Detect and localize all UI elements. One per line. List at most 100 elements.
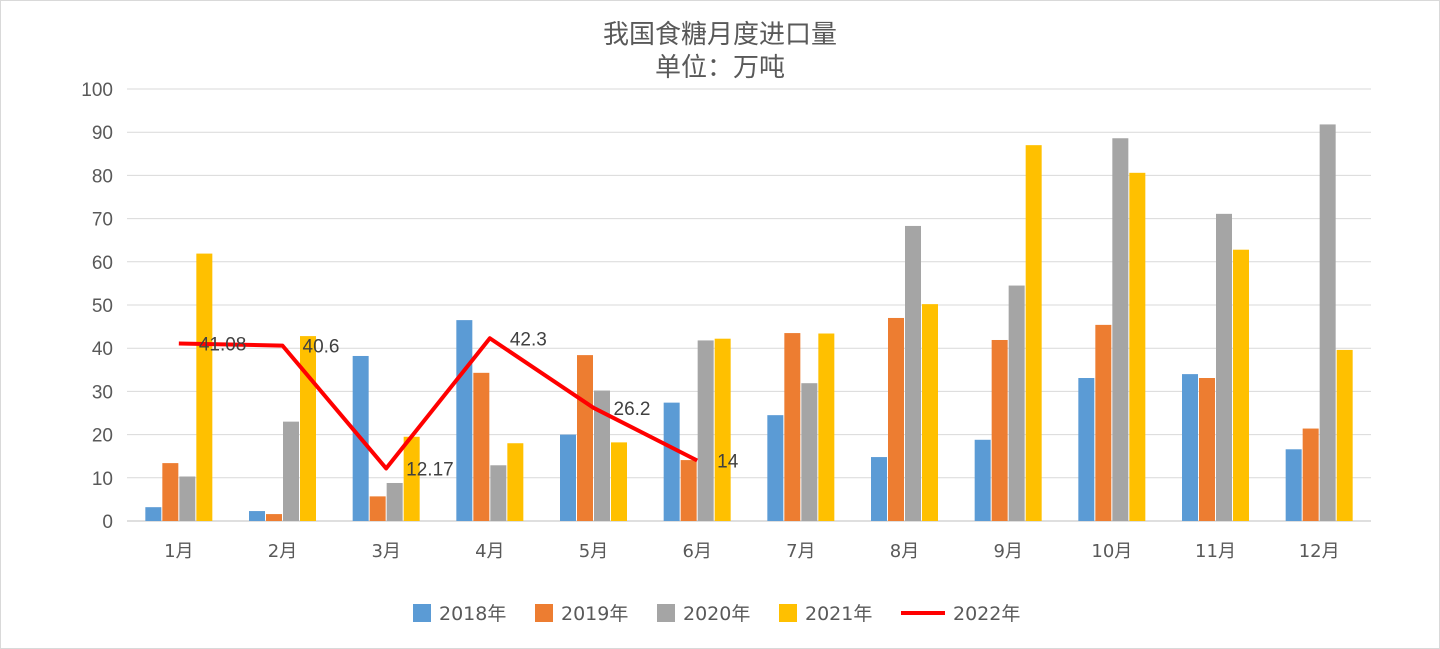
y-tick-label: 10 [92, 469, 113, 490]
bar-2018年-11月 [1182, 374, 1198, 521]
bar-2020年-7月 [801, 383, 818, 521]
gridlines [127, 88, 1371, 522]
bar-2018年-8月 [871, 457, 887, 521]
bar-2019年-4月 [473, 372, 490, 521]
bar-2019年-3月 [369, 496, 386, 521]
legend-label: 2019年 [561, 603, 628, 625]
data-label: 42.3 [510, 329, 547, 350]
bar-2020年-5月 [594, 390, 610, 521]
bar-2020年-4月 [490, 465, 507, 521]
y-tick-label: 60 [92, 253, 113, 274]
bar-2021年-8月 [922, 304, 938, 521]
y-tick-label: 70 [92, 210, 113, 231]
bar-2018年-1月 [145, 507, 162, 521]
bar-2020年-6月 [697, 340, 714, 521]
bar-2020年-9月 [1008, 285, 1025, 521]
y-tick-label: 40 [92, 339, 113, 360]
bar-2019年-12月 [1302, 428, 1319, 521]
y-tick-label: 100 [81, 80, 113, 101]
bar-2021年-11月 [1233, 249, 1249, 522]
x-tick-label: 10月 [1091, 541, 1132, 562]
x-tick-label: 4月 [475, 541, 504, 562]
legend-swatch [779, 604, 797, 622]
bar-2021年-7月 [818, 333, 835, 521]
chart-title: 我国食糖月度进口量 [603, 20, 837, 50]
bar-2021年-2月 [300, 336, 316, 521]
bar-2019年-5月 [577, 355, 593, 521]
bar-2018年-5月 [560, 434, 576, 521]
x-axis: 1月 2月 3月 4月 5月 6月 7月 8月 9月 10月 11月 12月 [164, 541, 1340, 562]
legend-item-2019年: 2019年 [535, 603, 628, 625]
bar-2018年-7月 [767, 415, 784, 521]
x-tick-label: 12月 [1299, 541, 1340, 562]
legend-item-2018年: 2018年 [413, 603, 506, 625]
bar-2021年-9月 [1025, 145, 1042, 521]
x-tick-label: 1月 [164, 541, 193, 562]
legend-swatch [657, 604, 675, 622]
bar-series [145, 124, 1353, 522]
bar-2018年-12月 [1285, 449, 1302, 521]
legend-item-2020年: 2020年 [657, 603, 750, 625]
legend-item-2022年: 2022年 [901, 603, 1020, 625]
y-tick-label: 50 [92, 296, 113, 317]
bar-2021年-1月 [196, 253, 213, 522]
data-label: 41.08 [199, 335, 247, 356]
bar-2019年-1月 [162, 463, 179, 521]
bar-2020年-8月 [905, 225, 921, 521]
bar-2020年-3月 [386, 482, 403, 521]
y-tick-label: 90 [92, 123, 113, 144]
legend-swatch [535, 604, 553, 622]
bar-2019年-6月 [680, 460, 697, 521]
legend: 2018年 2019年 2020年 2021年 2022年 [413, 603, 1020, 625]
bar-2020年-10月 [1112, 138, 1129, 522]
y-tick-label: 80 [92, 166, 113, 187]
legend-label: 2020年 [683, 603, 750, 625]
legend-label: 2021年 [805, 603, 872, 625]
bar-2019年-8月 [888, 317, 904, 521]
legend-label: 2022年 [953, 603, 1020, 625]
x-tick-label: 3月 [371, 541, 400, 562]
bar-2020年-1月 [179, 476, 196, 521]
bar-2021年-6月 [714, 338, 731, 521]
data-label: 14 [717, 452, 739, 473]
legend-swatch [413, 604, 431, 622]
chart-subtitle: 单位：万吨 [655, 53, 785, 83]
data-label: 26.2 [614, 399, 651, 420]
bar-2021年-5月 [611, 442, 627, 521]
bar-2018年-4月 [456, 320, 473, 521]
bar-2019年-10月 [1095, 324, 1112, 521]
data-label: 12.17 [406, 459, 454, 480]
y-tick-label: 0 [102, 512, 113, 533]
legend-label: 2018年 [439, 603, 506, 625]
bar-2018年-2月 [249, 511, 265, 521]
y-tick-label: 20 [92, 426, 113, 447]
bar-2019年-11月 [1199, 378, 1215, 521]
bar-2021年-10月 [1129, 172, 1146, 522]
bar-2019年-7月 [784, 333, 801, 521]
x-tick-label: 8月 [890, 541, 919, 562]
bar-2020年-2月 [283, 421, 299, 521]
line-series: 41.08 40.6 12.17 42.3 26.2 14 [178, 329, 739, 480]
x-tick-label: 2月 [268, 541, 297, 562]
y-axis: 0 10 20 30 40 50 60 70 80 90 100 [81, 80, 113, 533]
bar-2020年-12月 [1319, 124, 1336, 521]
x-tick-label: 6月 [682, 541, 711, 562]
bar-2021年-12月 [1336, 349, 1353, 521]
bar-2020年-11月 [1216, 213, 1232, 521]
x-tick-label: 11月 [1195, 541, 1236, 562]
bar-2018年-6月 [663, 402, 680, 521]
data-label: 40.6 [303, 337, 340, 358]
bar-2019年-9月 [991, 339, 1008, 521]
bar-2021年-4月 [507, 443, 524, 521]
legend-item-2021年: 2021年 [779, 603, 872, 625]
x-tick-label: 5月 [579, 541, 608, 562]
bar-2018年-9月 [974, 439, 991, 521]
bar-2019年-2月 [266, 514, 282, 521]
x-tick-label: 9月 [993, 541, 1022, 562]
y-tick-label: 30 [92, 382, 113, 403]
line-2022年 [178, 336, 699, 471]
x-tick-label: 7月 [786, 541, 815, 562]
bar-2018年-10月 [1078, 378, 1095, 521]
